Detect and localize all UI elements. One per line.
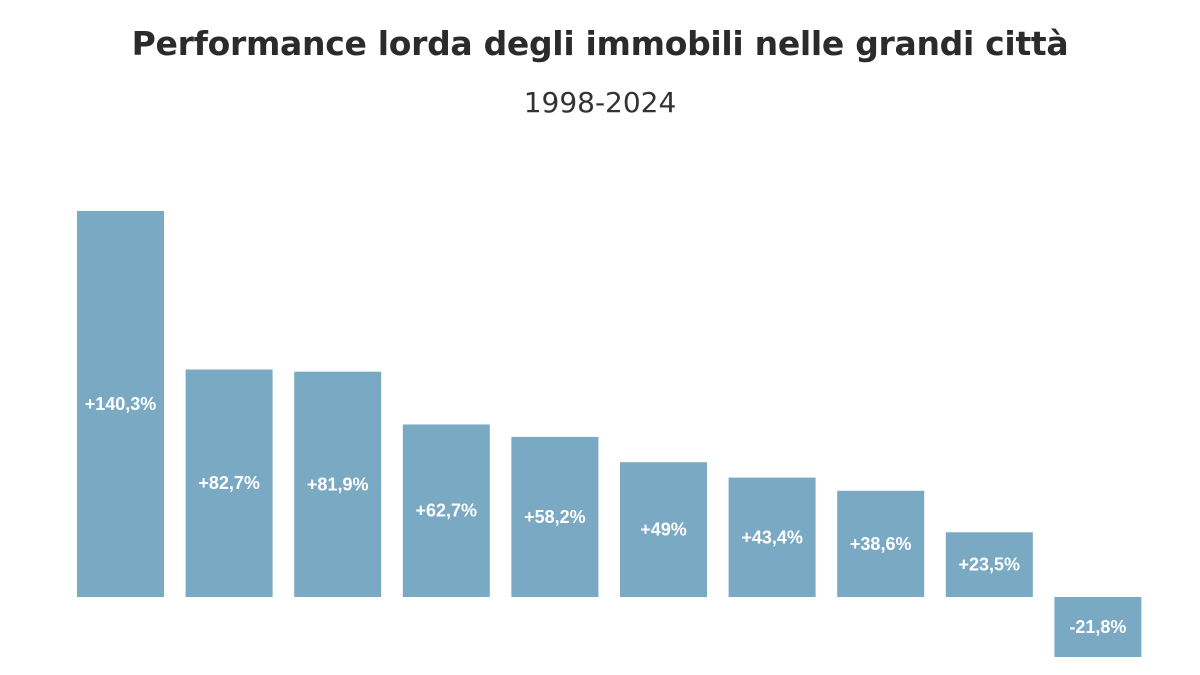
bar-2 [294,371,382,597]
bar-value-label-1: +82,7% [198,473,260,493]
bar-value-label-5: +49% [640,520,687,540]
bar-9 [1054,597,1142,657]
bar-value-label-9: -21,8% [1069,617,1126,637]
bar-value-label-2: +81,9% [307,474,369,494]
bar-value-label-6: +43,4% [741,527,803,547]
bar-value-label-8: +23,5% [959,555,1021,575]
bar-4 [511,436,599,597]
bar-value-label-0: +140,3% [85,394,157,414]
bar-0 [77,211,164,597]
bar-value-label-3: +62,7% [416,501,478,521]
bar-7 [837,490,925,597]
bar-3 [402,424,490,597]
bar-1 [185,369,273,597]
chart-title: Performance lorda degli immobili nelle g… [131,24,1069,63]
chart-subtitle: 1998-2024 [523,86,677,119]
bar-6 [728,477,816,597]
bar-value-label-4: +58,2% [524,507,586,527]
bar-value-label-7: +38,6% [850,534,912,554]
bar-8 [945,532,1033,597]
bar-5 [620,462,707,597]
